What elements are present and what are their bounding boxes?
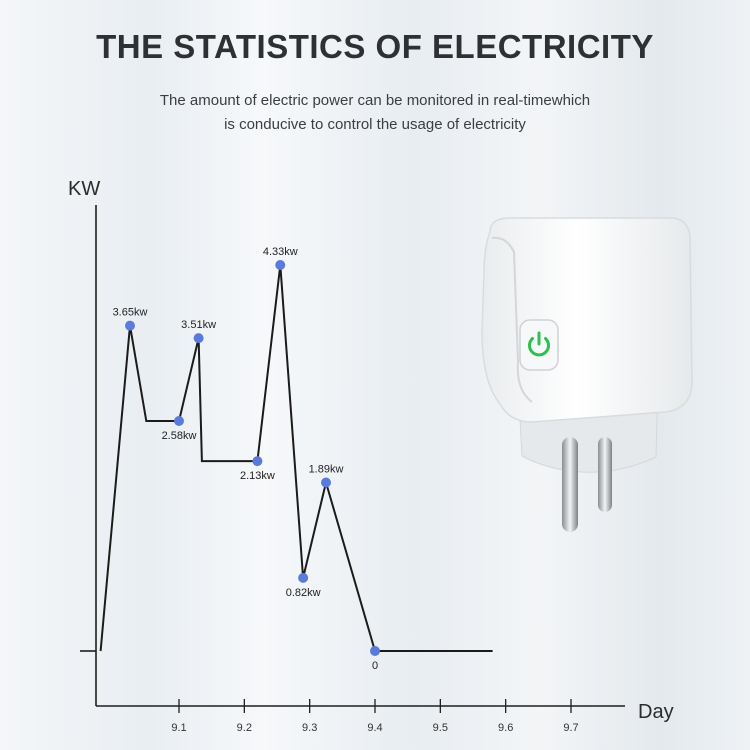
data-point-5	[298, 572, 309, 583]
data-labels: 3.65kw 2.58kw 3.51kw 2.13kw 4.33kw 0.82kw 1.89…	[113, 246, 378, 672]
subtitle-line-1: The amount of electric power can be moni…	[159, 92, 591, 109]
data-point-1	[174, 416, 184, 427]
x-tick-label-6: 9.7	[563, 722, 578, 734]
data-label-4: 4.33kw	[263, 246, 298, 258]
data-label-0: 3.65kw	[113, 307, 148, 319]
data-point-6	[321, 477, 331, 488]
x-tick-label-3: 9.4	[367, 722, 382, 734]
data-label-1: 2.58kw	[162, 430, 197, 442]
x-tick-label-4: 9.5	[433, 722, 448, 734]
data-point-0	[125, 320, 135, 331]
x-tick-label-1: 9.2	[237, 722, 252, 734]
series-line-0	[99, 264, 493, 652]
data-point-3	[252, 456, 263, 467]
chart-axes	[80, 205, 625, 707]
data-label-6: 1.89kw	[309, 464, 344, 476]
data-label-5: 0.82kw	[286, 587, 321, 599]
series-group	[99, 264, 493, 652]
x-tick-label-2: 9.3	[302, 722, 317, 734]
plug-face-edge	[491, 236, 533, 403]
plug-pin-right	[598, 437, 612, 512]
data-points	[125, 260, 380, 656]
data-point-7	[370, 646, 380, 656]
power-icon	[528, 331, 550, 357]
x-tick-label-0: 9.1	[171, 722, 186, 734]
plug-pin-left	[562, 437, 578, 532]
data-label-7: 0	[372, 660, 378, 672]
data-label-3: 2.13kw	[240, 470, 275, 482]
x-axis-ticks: 9.1 9.2 9.3 9.4 9.5 9.6 9.7	[171, 699, 579, 734]
data-point-4	[275, 260, 286, 270]
page-title: THE STATISTICS OF ELECTRICITY	[96, 28, 654, 65]
smart-plug-image	[481, 217, 693, 532]
x-tick-label-5: 9.6	[498, 722, 513, 734]
y-axis-label: KW	[68, 178, 100, 200]
subtitle-line-2: is conducive to control the usage of ele…	[224, 116, 526, 133]
data-point-2	[193, 333, 204, 344]
data-label-2: 3.51kw	[181, 319, 216, 331]
plug-body	[481, 217, 693, 423]
x-axis-label: Day	[638, 701, 674, 723]
